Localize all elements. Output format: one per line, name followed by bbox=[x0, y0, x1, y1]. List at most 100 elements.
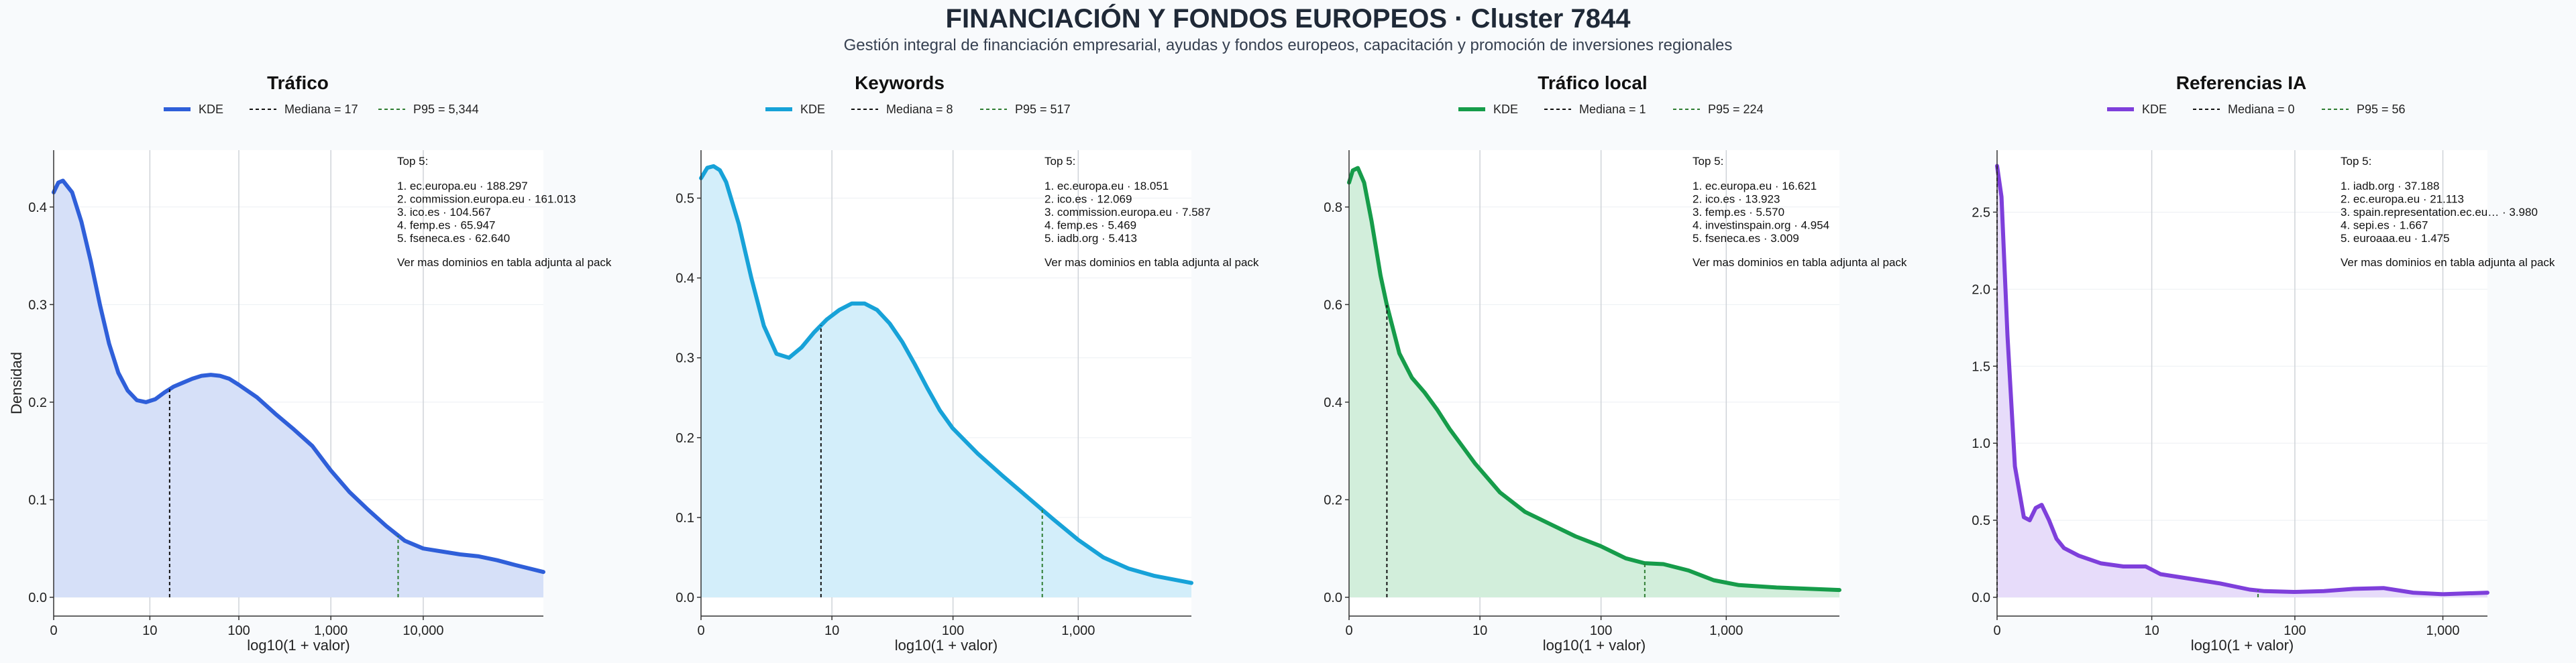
x-tick-label: 0 bbox=[50, 623, 57, 638]
y-tick-label: 2.0 bbox=[1972, 282, 1990, 297]
top5-item: 2. commission.europa.eu · 161.013 bbox=[397, 193, 576, 206]
x-tick-label: 1,000 bbox=[1709, 623, 1743, 638]
top5-item: 5. fseneca.es · 3.009 bbox=[1693, 232, 1799, 245]
kde-curve bbox=[699, 164, 1193, 585]
top5-footer-note: Ver mas dominios en tabla adjunta al pac… bbox=[397, 256, 612, 269]
y-tick-label: 0.6 bbox=[1324, 298, 1342, 312]
chart-panel-3: Tráfico local KDE Mediana = 1 P95 = 224 0.0 0… bbox=[1324, 72, 1907, 654]
x-tick-label: 0 bbox=[697, 623, 704, 638]
top5-footer-note: Ver mas dominios en tabla adjunta al pac… bbox=[2341, 256, 2555, 269]
top5-item: 4. femp.es · 5.469 bbox=[1044, 219, 1136, 232]
x-axis-label: log10(1 + valor) bbox=[2191, 637, 2294, 654]
x-axis-label: log10(1 + valor) bbox=[1543, 637, 1646, 654]
panel-title: Tráfico bbox=[267, 72, 329, 93]
top5-item: 4. femp.es · 65.947 bbox=[397, 219, 495, 232]
top5-item: 5. fseneca.es · 62.640 bbox=[397, 232, 510, 245]
y-axis-label: Densidad bbox=[8, 352, 25, 414]
x-tick-label: 100 bbox=[2284, 623, 2306, 638]
x-tick-label: 1,000 bbox=[2426, 623, 2460, 638]
top5-item: 3. ico.es · 104.567 bbox=[397, 206, 491, 219]
y-tick-label: 1.5 bbox=[1972, 359, 1990, 374]
y-tick-label: 0.8 bbox=[1324, 200, 1342, 215]
kde-area bbox=[54, 180, 543, 597]
top5-item: 1. iadb.org · 37.188 bbox=[2341, 180, 2439, 192]
top5-item: 2. ico.es · 13.923 bbox=[1693, 193, 1780, 206]
y-tick-label: 0.0 bbox=[676, 591, 694, 605]
y-tick-label: 0.4 bbox=[676, 272, 694, 286]
chart-panel-1: Tráfico KDE Mediana = 17 P95 = 5,344 0.0 0.1 0… bbox=[8, 72, 612, 654]
x-tick-label: 100 bbox=[942, 623, 964, 638]
legend-median-label: Mediana = 17 bbox=[284, 103, 358, 116]
kde-area bbox=[701, 166, 1191, 597]
top5-item: 1. ec.europa.eu · 16.621 bbox=[1693, 180, 1817, 192]
top5-item: 3. commission.europa.eu · 7.587 bbox=[1044, 206, 1211, 219]
x-axis-label: log10(1 + valor) bbox=[247, 637, 350, 654]
x-tick-label: 0 bbox=[1993, 623, 2000, 638]
x-tick-label: 10 bbox=[1472, 623, 1487, 638]
chart-panel-2: Keywords KDE Mediana = 8 P95 = 517 0.0 0.1 0.2… bbox=[676, 72, 1259, 654]
y-tick-label: 0.5 bbox=[676, 192, 694, 206]
y-tick-label: 0.2 bbox=[1324, 493, 1342, 507]
panel-title: Tráfico local bbox=[1538, 72, 1647, 93]
x-tick-label: 100 bbox=[1590, 623, 1612, 638]
kde-curve bbox=[1347, 166, 1841, 593]
page-subtitle: Gestión integral de financiación empresa… bbox=[843, 36, 1733, 54]
y-tick-label: 0.3 bbox=[28, 298, 47, 312]
top5-title: Top 5: bbox=[1044, 155, 1075, 168]
x-tick-label: 0 bbox=[1345, 623, 1352, 638]
kde-area bbox=[1997, 166, 2487, 597]
x-axis-label: log10(1 + valor) bbox=[895, 637, 998, 654]
legend-kde-label: KDE bbox=[199, 103, 223, 116]
y-tick-label: 0.2 bbox=[28, 396, 47, 410]
legend-median-label: Mediana = 8 bbox=[886, 103, 953, 116]
y-tick-label: 1.0 bbox=[1972, 436, 1990, 451]
x-tick-label: 10,000 bbox=[402, 623, 443, 638]
legend-kde-label: KDE bbox=[1493, 103, 1518, 116]
legend-p95-label: P95 = 517 bbox=[1015, 103, 1071, 116]
top5-item: 4. investinspain.org · 4.954 bbox=[1693, 219, 1829, 232]
panel-title: Referencias IA bbox=[2176, 72, 2307, 93]
y-tick-label: 0.0 bbox=[28, 591, 47, 605]
top5-item: 3. spain.representation.ec.eu… · 3.980 bbox=[2341, 206, 2538, 219]
x-tick-label: 10 bbox=[2144, 623, 2159, 638]
top5-title: Top 5: bbox=[397, 155, 428, 168]
kde-curve bbox=[52, 178, 545, 575]
plot-area bbox=[1997, 150, 2487, 616]
y-tick-label: 0.4 bbox=[28, 200, 47, 215]
y-tick-label: 0.2 bbox=[676, 431, 694, 446]
kde-area bbox=[1349, 168, 1839, 598]
y-tick-label: 2.5 bbox=[1972, 205, 1990, 220]
legend-kde-label: KDE bbox=[2142, 103, 2167, 116]
legend-kde-label: KDE bbox=[800, 103, 825, 116]
legend-median-label: Mediana = 1 bbox=[1579, 103, 1646, 116]
panel-title: Keywords bbox=[855, 72, 945, 93]
x-tick-label: 10 bbox=[824, 623, 839, 638]
y-tick-label: 0.0 bbox=[1324, 591, 1342, 605]
y-tick-label: 0.0 bbox=[1972, 591, 1990, 605]
top5-item: 1. ec.europa.eu · 18.051 bbox=[1044, 180, 1169, 192]
kde-curve bbox=[1995, 164, 2489, 597]
y-tick-label: 0.1 bbox=[676, 511, 694, 526]
x-tick-label: 100 bbox=[227, 623, 250, 638]
top5-title: Top 5: bbox=[1693, 155, 1723, 168]
legend-median-label: Mediana = 0 bbox=[2228, 103, 2295, 116]
top5-item: 2. ico.es · 12.069 bbox=[1044, 193, 1132, 206]
top5-title: Top 5: bbox=[2341, 155, 2371, 168]
top5-item: 3. femp.es · 5.570 bbox=[1693, 206, 1784, 219]
top5-item: 5. iadb.org · 5.413 bbox=[1044, 232, 1137, 245]
top5-item: 2. ec.europa.eu · 21.113 bbox=[2341, 193, 2464, 206]
top5-item: 4. sepi.es · 1.667 bbox=[2341, 219, 2428, 232]
legend-p95-label: P95 = 56 bbox=[2357, 103, 2406, 116]
x-tick-label: 1,000 bbox=[1061, 623, 1095, 638]
top5-item: 1. ec.europa.eu · 188.297 bbox=[397, 180, 528, 192]
x-tick-label: 10 bbox=[142, 623, 157, 638]
legend-p95-label: P95 = 5,344 bbox=[413, 103, 479, 116]
page-title: FINANCIACIÓN Y FONDOS EUROPEOS · Cluster… bbox=[945, 4, 1631, 34]
legend-p95-label: P95 = 224 bbox=[1708, 103, 1764, 116]
top5-footer-note: Ver mas dominios en tabla adjunta al pac… bbox=[1693, 256, 1907, 269]
x-tick-label: 1,000 bbox=[314, 623, 347, 638]
y-tick-label: 0.4 bbox=[1324, 396, 1342, 410]
y-tick-label: 0.1 bbox=[28, 493, 47, 507]
top5-item: 5. euroaaa.eu · 1.475 bbox=[2341, 232, 2450, 245]
